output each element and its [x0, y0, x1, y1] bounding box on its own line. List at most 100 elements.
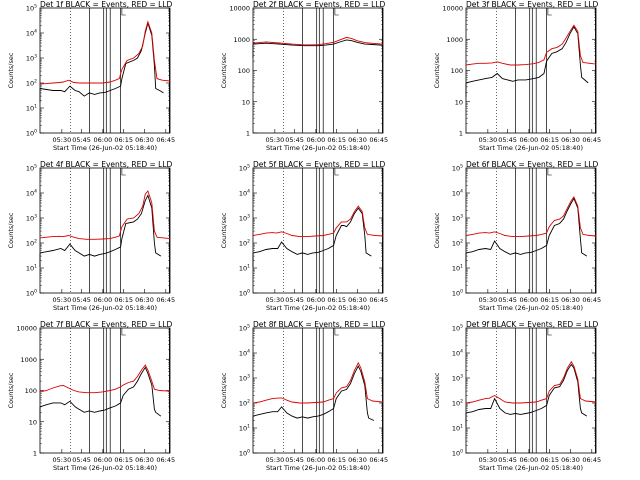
x-axis-label: Start Time (26-Jun-02 05:18:40) [53, 144, 157, 152]
x-tick-label: 06:30 [135, 136, 154, 144]
y-tick-label: 100 [26, 289, 37, 298]
x-tick-label: 05:30 [52, 456, 71, 464]
y-tick-label: 105 [26, 4, 37, 13]
lld-series-line [253, 205, 383, 238]
y-tick-label: 101 [26, 264, 37, 273]
y-tick-label: 10000 [16, 325, 37, 333]
lld-series-line [253, 36, 383, 46]
x-axis-label: Start Time (26-Jun-02 05:18:40) [53, 304, 157, 312]
x-tick-label: 05:30 [265, 296, 284, 304]
y-tick-label: 105 [239, 164, 250, 173]
y-tick-label: 100 [25, 387, 37, 395]
x-tick-label: 06:15 [540, 136, 559, 144]
y-tick-label: 103 [452, 214, 463, 223]
x-tick-label: 06:45 [582, 456, 601, 464]
x-tick-label: 06:00 [307, 456, 326, 464]
x-tick-label: 06:30 [348, 456, 367, 464]
y-tick-label: 104 [26, 189, 37, 198]
y-tick-label: 102 [452, 239, 463, 248]
x-axis-label: Start Time (26-Jun-02 05:18:40) [479, 464, 583, 472]
plot-frame [252, 7, 384, 134]
plot-frame [465, 167, 597, 294]
y-tick-label: 101 [239, 264, 250, 273]
panel-title: Det 4f BLACK = Events, RED = LLD [40, 160, 173, 169]
x-tick-label: 06:00 [520, 136, 539, 144]
y-tick-label: 104 [26, 29, 37, 38]
x-tick-label: 06:45 [369, 456, 388, 464]
y-tick-label: 100 [452, 449, 463, 458]
events-series-line [40, 194, 162, 257]
x-tick-label: 05:30 [52, 296, 71, 304]
x-tick-label: 05:45 [72, 296, 91, 304]
interval-bracket [547, 168, 552, 176]
x-tick-label: 06:45 [369, 136, 388, 144]
plot-frame [39, 7, 171, 134]
x-tick-label: 06:30 [135, 456, 154, 464]
x-tick-label: 06:30 [348, 296, 367, 304]
detector-panel-2: Det 2f BLACK = Events, RED = LLD 1 10 100 10… [220, 0, 388, 152]
y-tick-label: 10 [29, 418, 37, 426]
y-tick-label: 1 [459, 130, 463, 138]
lld-series-line [466, 195, 596, 238]
detector-panel-9: Det 9f BLACK = Events, RED = LLD 100 101 10… [433, 320, 601, 472]
x-tick-label: 05:30 [478, 456, 497, 464]
interval-bracket [121, 328, 126, 336]
y-tick-label: 103 [239, 214, 250, 223]
x-tick-label: 06:30 [561, 136, 580, 144]
y-tick-label: 100 [239, 289, 250, 298]
detector-panel-4: Det 4f BLACK = Events, RED = LLD 100 101 10… [7, 160, 175, 312]
x-tick-label: 05:30 [265, 136, 284, 144]
x-tick-label: 06:30 [348, 136, 367, 144]
x-tick-label: 06:15 [114, 296, 133, 304]
x-tick-label: 06:00 [307, 296, 326, 304]
y-tick-label: 103 [239, 374, 250, 383]
detector-panel-7: Det 7f BLACK = Events, RED = LLD 1 10 100 10… [7, 320, 175, 472]
interval-bracket [121, 8, 126, 16]
y-tick-label: 105 [452, 164, 463, 173]
lld-series-line [40, 364, 170, 394]
y-tick-label: 1000 [20, 356, 37, 364]
y-tick-label: 102 [452, 399, 463, 408]
x-tick-label: 06:00 [94, 456, 113, 464]
y-tick-label: 10000 [442, 5, 463, 13]
y-tick-label: 1000 [446, 36, 463, 44]
y-tick-label: 103 [26, 214, 37, 223]
y-axis-label: Counts/sec [220, 52, 228, 88]
plot-frame [39, 327, 171, 454]
y-tick-label: 10000 [229, 5, 250, 13]
y-tick-label: 105 [239, 324, 250, 333]
events-series-line [253, 39, 383, 47]
x-tick-label: 06:15 [327, 296, 346, 304]
x-axis-label: Start Time (26-Jun-02 05:18:40) [479, 144, 583, 152]
interval-bracket [334, 168, 339, 176]
panel-title: Det 7f BLACK = Events, RED = LLD [40, 320, 173, 329]
events-series-line [466, 363, 588, 417]
y-axis-label: Counts/sec [220, 372, 228, 408]
y-tick-label: 103 [26, 54, 37, 63]
x-tick-label: 06:15 [540, 296, 559, 304]
plot-frame [39, 167, 171, 294]
y-tick-label: 100 [451, 67, 463, 75]
x-tick-label: 06:00 [94, 296, 113, 304]
events-series-line [466, 25, 589, 84]
x-tick-label: 05:30 [265, 456, 284, 464]
x-tick-label: 06:30 [561, 296, 580, 304]
y-axis-label: Counts/sec [7, 212, 15, 248]
x-tick-label: 06:45 [582, 296, 601, 304]
x-tick-label: 05:45 [285, 136, 304, 144]
y-tick-label: 104 [452, 189, 463, 198]
x-tick-label: 05:45 [72, 136, 91, 144]
x-axis-label: Start Time (26-Jun-02 05:18:40) [53, 464, 157, 472]
y-axis-label: Counts/sec [433, 372, 441, 408]
lld-series-line [40, 20, 170, 85]
x-tick-label: 06:00 [307, 136, 326, 144]
plot-frame [252, 167, 384, 294]
panel-title: Det 1f BLACK = Events, RED = LLD [40, 0, 173, 9]
panel-title: Det 2f BLACK = Events, RED = LLD [253, 0, 386, 9]
y-tick-label: 102 [239, 239, 250, 248]
y-tick-label: 100 [452, 289, 463, 298]
events-series-line [253, 207, 372, 257]
detector-panel-1: Det 1f BLACK = Events, RED = LLD 100 101 10… [7, 0, 175, 152]
y-tick-label: 101 [452, 424, 463, 433]
events-series-line [40, 21, 164, 97]
